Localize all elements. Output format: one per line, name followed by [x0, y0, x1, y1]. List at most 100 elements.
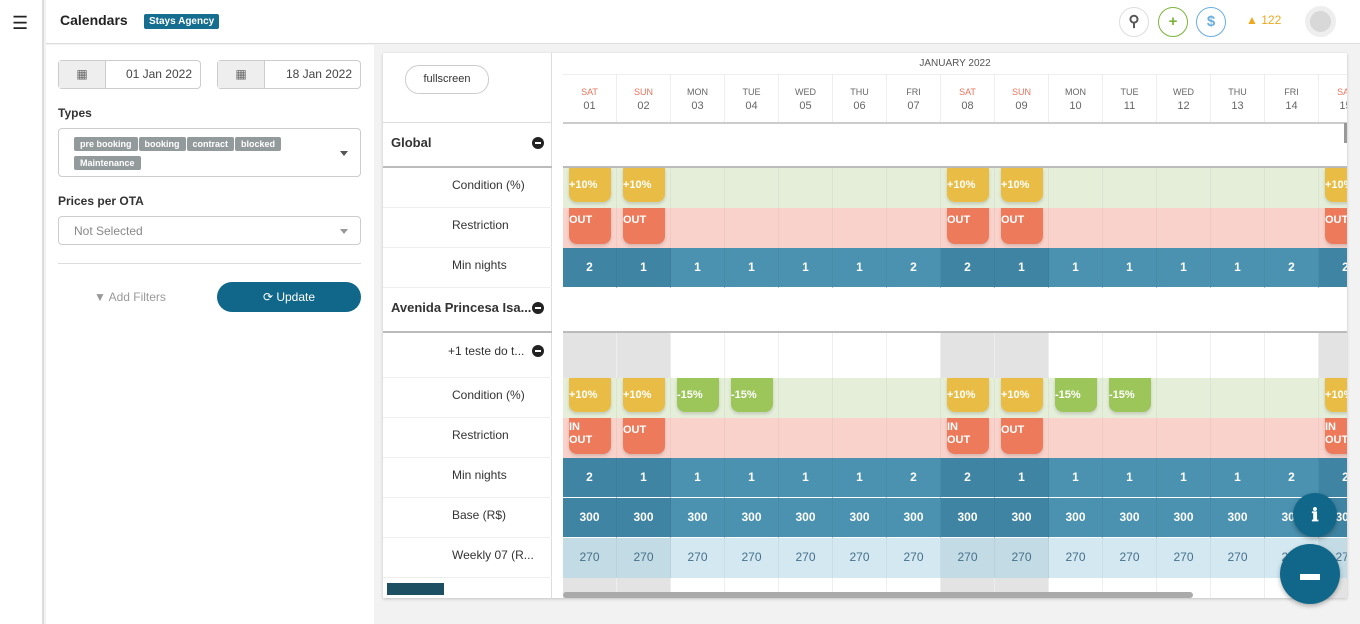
- restriction-cell: [887, 208, 941, 248]
- type-chip[interactable]: pre booking: [74, 137, 138, 151]
- weekly-price-cell: 270: [941, 538, 995, 578]
- day-number: 13: [1231, 100, 1244, 112]
- restriction-badge: OUT: [623, 208, 665, 244]
- add-filters-label: Add Filters: [108, 290, 166, 304]
- collapse-icon[interactable]: [532, 302, 544, 314]
- day-number: 14: [1285, 100, 1298, 112]
- day-number: 08: [961, 100, 974, 112]
- avatar[interactable]: [1305, 6, 1336, 37]
- min-nights-cell: 2: [887, 458, 941, 498]
- base-price-cell: 300: [671, 498, 725, 538]
- day-header: TUE 11: [1103, 75, 1157, 123]
- header-spacer: [383, 53, 552, 123]
- condition-badge: -15%: [1055, 378, 1097, 412]
- restriction-badge: IN OUT: [569, 418, 611, 454]
- unit-cell: [941, 333, 995, 378]
- weekly-price-cell: 270: [833, 538, 887, 578]
- row-weekly: Weekly 07 (R...: [383, 538, 552, 578]
- restriction-badge: OUT: [1001, 208, 1043, 244]
- add-filters-button[interactable]: ▼ Add Filters: [94, 290, 166, 304]
- restriction-badge: OUT: [623, 418, 665, 454]
- day-header: SAT 15: [1319, 75, 1347, 123]
- condition-cell: [887, 168, 941, 208]
- unit-cell: [1265, 333, 1319, 378]
- day-number: 09: [1015, 100, 1028, 112]
- base-price-cell: 300: [995, 498, 1049, 538]
- search-icon[interactable]: ⚲: [1119, 7, 1149, 37]
- min-nights-cell: 1: [1211, 248, 1265, 288]
- condition-badge: -15%: [1109, 378, 1151, 412]
- condition-cell: [1211, 378, 1265, 418]
- type-chip[interactable]: booking: [138, 137, 186, 151]
- weekday: THU: [1228, 87, 1247, 97]
- unit-cell: [887, 333, 941, 378]
- condition-cell: [1103, 168, 1157, 208]
- date-to-field[interactable]: ▦ 18 Jan 2022: [217, 60, 361, 89]
- unit-cell: [1211, 333, 1265, 378]
- condition-badge: -15%: [731, 378, 773, 412]
- weekday: FRI: [1284, 87, 1299, 97]
- date-from-field[interactable]: ▦ 01 Jan 2022: [58, 60, 201, 89]
- day-header: THU 13: [1211, 75, 1265, 123]
- condition-badge: +10%: [947, 168, 989, 202]
- restriction-badge: OUT: [1001, 418, 1043, 454]
- min-nights-cell: 1: [671, 458, 725, 498]
- group-name: Avenida Princesa Isa...: [391, 300, 532, 315]
- type-chip[interactable]: Maintenance: [74, 156, 141, 170]
- dollar-icon[interactable]: $: [1196, 7, 1226, 37]
- alerts-link[interactable]: ▲ 122: [1246, 13, 1281, 27]
- weekly-price-cell: 270: [1157, 538, 1211, 578]
- filters-sidebar: ▦ 01 Jan 2022 ▦ 18 Jan 2022 Types pre book…: [46, 45, 374, 624]
- restriction-cell: [887, 418, 941, 458]
- fullscreen-button[interactable]: fullscreen: [405, 65, 489, 94]
- min-nights-cell: 1: [617, 248, 671, 288]
- weekly-price-cell: 270: [1103, 538, 1157, 578]
- day-number: 02: [637, 100, 650, 112]
- min-nights-cell: 1: [995, 458, 1049, 498]
- row-min-nights: Min nights: [383, 248, 552, 288]
- base-price-cell: 300: [779, 498, 833, 538]
- min-nights-cell: 1: [833, 458, 887, 498]
- weekday: SAT: [581, 87, 598, 97]
- weekly-price-cell: 270: [617, 538, 671, 578]
- restriction-cell: [1157, 418, 1211, 458]
- collapse-icon[interactable]: [532, 345, 544, 357]
- day-header: TUE 04: [725, 75, 779, 123]
- weekday: THU: [850, 87, 869, 97]
- unit-cell: [1049, 333, 1103, 378]
- weekly-price-cell: 270: [725, 538, 779, 578]
- refresh-icon: ⟳: [262, 290, 273, 304]
- day-number: 01: [583, 100, 596, 112]
- vertical-scrollbar[interactable]: [1344, 123, 1347, 143]
- row-restriction: Restriction: [383, 418, 552, 458]
- type-chip[interactable]: contract: [186, 137, 235, 151]
- weekday: SAT: [1337, 87, 1347, 97]
- chat-button[interactable]: ▬: [1280, 544, 1340, 604]
- horizontal-scrollbar[interactable]: [563, 592, 1193, 598]
- chevron-down-icon: [340, 228, 348, 238]
- add-icon[interactable]: +: [1158, 7, 1188, 37]
- base-price-cell: 300: [1103, 498, 1157, 538]
- collapse-icon[interactable]: [532, 137, 544, 149]
- type-chip[interactable]: blocked: [235, 137, 282, 151]
- update-button[interactable]: ⟳ Update: [217, 282, 361, 312]
- weekday: SUN: [1011, 87, 1031, 97]
- base-price-cell: 300: [887, 498, 941, 538]
- day-number: 10: [1069, 100, 1082, 112]
- hamburger-menu-icon[interactable]: ☰: [12, 13, 29, 33]
- condition-cell: [779, 168, 833, 208]
- min-nights-cell: 1: [1103, 458, 1157, 498]
- page-title: Calendars: [60, 12, 128, 28]
- condition-badge: +10%: [1325, 168, 1347, 202]
- header-divider: [563, 122, 1347, 124]
- condition-cell: [887, 378, 941, 418]
- weekday: WED: [1173, 87, 1194, 97]
- info-button[interactable]: ℹ: [1293, 493, 1337, 537]
- day-header: THU 06: [833, 75, 887, 123]
- restriction-badge: OUT: [1325, 208, 1347, 244]
- unit-cell: [1157, 333, 1211, 378]
- types-select[interactable]: pre booking booking contract blocked Mainten…: [58, 128, 361, 177]
- ota-select[interactable]: Not Selected: [58, 216, 361, 245]
- day-number: 05: [799, 100, 812, 112]
- group-divider: [563, 331, 1347, 333]
